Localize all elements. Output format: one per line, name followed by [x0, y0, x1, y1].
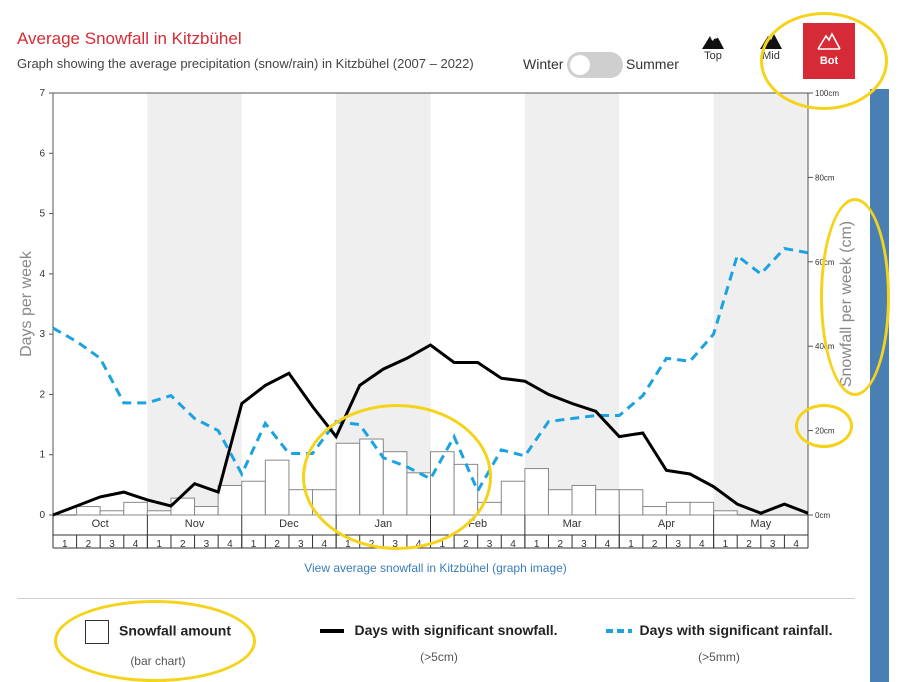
side-scroll-bar[interactable] [870, 89, 889, 682]
week-label: 2 [86, 539, 92, 550]
legend-divider [17, 598, 855, 599]
week-label: 4 [227, 539, 233, 550]
snowfall-bar [76, 506, 101, 516]
page-subtitle: Graph showing the average precipitation … [17, 56, 474, 71]
snowfall-bar [99, 510, 125, 516]
month-label: Apr [658, 518, 675, 530]
snowfall-bar [547, 489, 573, 516]
legend-rain-label: Days with significant rainfall. [639, 622, 833, 638]
week-label: 4 [699, 539, 705, 550]
week-label: 3 [204, 539, 210, 550]
month-band [713, 93, 808, 515]
legend-rain-days: Days with significant rainfall. (>5mm) [594, 622, 844, 664]
y-tick-label: 4 [39, 269, 45, 280]
snowfall-bar [618, 489, 644, 516]
snowfall-bar [217, 484, 243, 516]
week-label: 3 [487, 539, 493, 550]
snowfall-bar [571, 484, 597, 516]
snowfall-bar [194, 506, 219, 516]
mountain-top-icon [702, 34, 724, 49]
snow-days-line [52, 343, 809, 517]
snowfall-bar [642, 506, 667, 516]
elevation-tab-top[interactable]: Top [688, 28, 738, 62]
y-tick-label: 6 [39, 148, 45, 159]
y-tick-label: 3 [39, 329, 45, 340]
month-label: Feb [468, 518, 487, 530]
highlight-circle-legend [54, 600, 256, 682]
week-label: 2 [274, 539, 280, 550]
legend-snow-days: Days with significant snowfall. (>5cm) [309, 622, 569, 664]
week-label: 1 [62, 539, 68, 550]
week-label: 1 [345, 539, 351, 550]
snowfall-bar [689, 501, 715, 516]
week-label: 3 [675, 539, 681, 550]
y-tick-label: 2 [39, 389, 45, 400]
graph-image-link[interactable]: View average snowfall in Kitzbühel (grap… [0, 561, 871, 575]
y-axis-label: Days per week [18, 250, 35, 357]
week-label: 1 [723, 539, 729, 550]
snowfall-bar [524, 468, 549, 516]
month-label: Oct [92, 518, 109, 530]
highlight-circle-bot [760, 12, 888, 110]
snowfall-bar [713, 510, 738, 516]
month-label: May [750, 518, 771, 530]
week-label: 3 [581, 539, 587, 550]
snowfall-bar [146, 510, 172, 516]
highlight-circle-jan [302, 404, 492, 550]
week-label: 4 [510, 539, 516, 550]
week-label: 3 [109, 539, 115, 550]
legend-snow-label: Days with significant snowfall. [354, 622, 558, 638]
week-label: 1 [440, 539, 446, 550]
week-label: 1 [156, 539, 162, 550]
month-label: Nov [185, 518, 205, 530]
week-label: 4 [133, 539, 139, 550]
snowfall-bar [264, 459, 290, 516]
y-tick-label: 7 [39, 88, 45, 99]
winter-label[interactable]: Winter [523, 56, 564, 72]
y-tick-label: 5 [39, 209, 45, 220]
y-tick-label: 0 [39, 510, 45, 521]
page-title: Average Snowfall in Kitzbühel [17, 29, 242, 48]
week-label: 1 [251, 539, 257, 550]
snowfall-bar [595, 489, 620, 516]
highlight-circle-20cm [795, 404, 853, 448]
week-label: 3 [770, 539, 776, 550]
legend-solid-line-swatch [320, 629, 345, 634]
elevation-label-top: Top [704, 50, 722, 62]
month-band [524, 93, 620, 515]
week-label: 1 [534, 539, 540, 550]
graph-image-link-text[interactable]: View average snowfall in Kitzbühel (grap… [304, 561, 567, 575]
snowfall-bar [241, 480, 266, 516]
y-tick-label: 1 [39, 450, 45, 461]
snowfall-bar [500, 480, 526, 516]
legend-rain-label-row: Days with significant rainfall. [594, 622, 844, 638]
month-label: Mar [563, 518, 582, 530]
week-label: 2 [180, 539, 186, 550]
week-label: 1 [628, 539, 634, 550]
week-label: 4 [793, 539, 799, 550]
legend-snow-sub: (>5cm) [420, 650, 458, 664]
rain-days-line [52, 246, 809, 495]
season-toggle[interactable] [567, 52, 623, 78]
legend-dashed-line-swatch [605, 629, 632, 634]
legend-rain-sub: (>5mm) [698, 650, 740, 664]
y2-tick-label: 0cm [815, 511, 830, 520]
highlight-circle-y2label [820, 198, 890, 396]
toggle-knob[interactable] [570, 55, 590, 75]
week-label: 3 [298, 539, 304, 550]
week-label: 4 [322, 539, 328, 550]
week-label: 2 [557, 539, 563, 550]
legend-snow-label-row: Days with significant snowfall. [309, 622, 569, 638]
snowfall-bar [123, 501, 148, 516]
snowfall-bar [665, 501, 691, 516]
week-label: 2 [463, 539, 469, 550]
week-label: 4 [605, 539, 611, 550]
week-label: 2 [652, 539, 658, 550]
summer-label[interactable]: Summer [626, 56, 679, 72]
week-label: 2 [746, 539, 752, 550]
y2-tick-label: 80cm [815, 173, 835, 182]
month-label: Dec [279, 518, 299, 530]
